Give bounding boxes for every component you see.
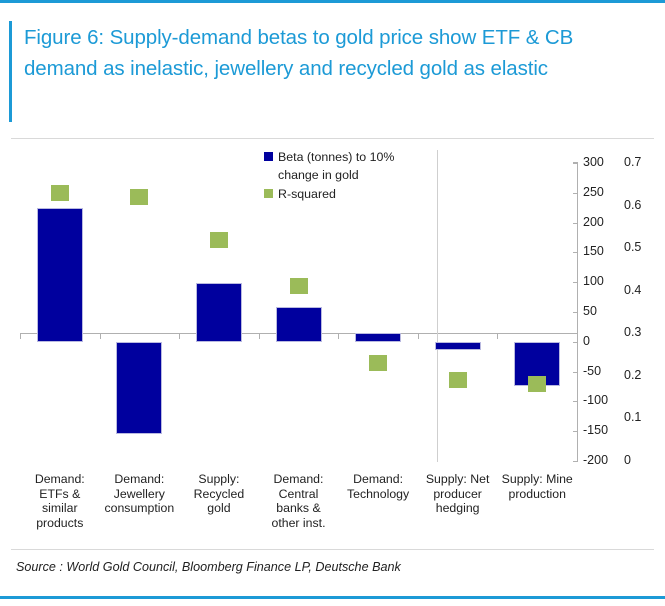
chart-area	[11, 138, 654, 542]
value-tick-label-6: 0	[583, 333, 590, 348]
value-tick-label-0: 300	[583, 155, 604, 169]
rsquared-tick-label-0: 0.7	[624, 155, 642, 169]
category-tick-6	[497, 333, 498, 339]
category-tick-0	[20, 333, 21, 339]
value-tick-0	[573, 163, 578, 164]
legend-swatch-beta-icon	[264, 152, 273, 161]
value-tick-label-7: -50	[583, 363, 602, 378]
legend-label-rsquared: R-squared	[278, 187, 336, 201]
value-tick-label-1: 250	[583, 184, 604, 199]
category-tick-2	[179, 333, 180, 339]
category-label-1: Demand: Jewellery consumption	[94, 472, 186, 516]
bottom-accent-rule	[0, 596, 665, 599]
category-tick-4	[338, 333, 339, 339]
value-tick-3	[573, 252, 578, 253]
category-label-6: Supply: Mine production	[491, 472, 583, 501]
category-label-4: Demand: Technology	[332, 472, 424, 501]
category-label-1-line-2: consumption	[104, 501, 175, 515]
category-label-2-line-1: Recycled	[193, 486, 245, 501]
legend-swatch-rsquared-icon	[264, 189, 273, 198]
value-tick-9	[573, 431, 578, 432]
bar-5	[434, 341, 481, 350]
category-label-5-line-2: hedging	[435, 501, 480, 515]
category-label-3-line-2: banks &	[276, 501, 321, 515]
value-tick-label-9: -150	[583, 423, 609, 438]
value-tick-2	[573, 223, 578, 224]
rsquared-tick-label-4: 0.3	[624, 325, 642, 340]
page-title: Figure 6: Supply-demand betas to gold pr…	[24, 26, 574, 80]
category-label-6-line-0: Supply: Mine	[501, 472, 573, 486]
category-label-2-line-0: Supply:	[198, 472, 240, 486]
category-label-1-line-1: Jewellery	[113, 486, 165, 501]
category-label-0-line-0: Demand:	[34, 472, 85, 486]
category-label-4-line-1: Technology	[346, 486, 410, 501]
category-label-1-line-0: Demand:	[114, 472, 165, 486]
source-divider	[11, 549, 654, 550]
value-tick-4	[573, 282, 578, 283]
category-label-3: Demand: Central banks & other inst.	[253, 472, 345, 530]
value-tick-1	[573, 193, 578, 194]
rsquared-tick-label-6: 0.1	[624, 410, 642, 425]
category-label-3-line-1: Central	[278, 486, 319, 501]
rsquared-marker-6	[528, 376, 547, 393]
category-label-5: Supply: Net producer hedging	[412, 472, 504, 516]
bar-3	[275, 307, 322, 342]
category-label-0-line-1: ETFs &	[39, 486, 81, 501]
rsquared-tick-label-7: 0	[624, 453, 631, 467]
value-tick-7	[573, 372, 578, 373]
rsquared-tick-label-5: 0.2	[624, 367, 642, 382]
bar-0	[36, 207, 83, 342]
value-tick-label-4: 100	[583, 274, 604, 289]
category-label-0: Demand: ETFs & similar products	[14, 472, 106, 530]
group-divider	[437, 150, 438, 462]
category-tick-1	[100, 333, 101, 339]
bar-1	[116, 341, 163, 435]
rsquared-marker-3	[289, 278, 308, 295]
top-accent-rule	[0, 0, 665, 3]
category-label-4-line-0: Demand:	[353, 472, 404, 486]
value-tick-5	[573, 312, 578, 313]
source-note: Source : World Gold Council, Bloomberg F…	[16, 560, 401, 574]
category-label-5-line-1: producer	[433, 486, 482, 501]
rsquared-marker-2	[209, 231, 228, 248]
legend-item-rsquared: R-squared	[264, 185, 434, 203]
value-tick-label-3: 150	[583, 244, 604, 259]
category-label-2-line-2: gold	[207, 501, 231, 515]
category-label-0-line-3: products	[36, 515, 84, 530]
bar-4	[355, 333, 402, 342]
value-tick-label-2: 200	[583, 214, 604, 229]
value-tick-10	[573, 461, 578, 462]
category-label-5-line-0: Supply: Net	[425, 472, 490, 486]
category-label-3-line-0: Demand:	[273, 472, 324, 486]
category-label-0-line-2: similar	[42, 501, 78, 515]
rsquared-tick-label-3: 0.4	[624, 282, 642, 297]
title-accent-bar	[9, 21, 12, 122]
category-tick-5	[418, 333, 419, 339]
rsquared-marker-5	[448, 372, 467, 389]
category-label-2: Supply: Recycled gold	[173, 472, 265, 516]
category-label-3-line-3: other inst.	[271, 515, 326, 530]
bar-2	[195, 283, 242, 342]
rsquared-tick-label-2: 0.5	[624, 240, 642, 255]
rsquared-marker-1	[130, 189, 149, 206]
rsquared-marker-0	[50, 184, 69, 201]
value-tick-label-5: 50	[583, 304, 597, 318]
value-tick-6	[573, 342, 578, 343]
value-tick-8	[573, 401, 578, 402]
legend-item-beta: Beta (tonnes) to 10% change in gold	[264, 148, 434, 184]
category-tick-3	[259, 333, 260, 339]
category-tick-end	[577, 333, 578, 339]
value-tick-label-8: -100	[583, 393, 609, 408]
value-axis-cap-top	[573, 162, 578, 163]
chart-legend: Beta (tonnes) to 10% change in gold R-sq…	[264, 148, 434, 204]
legend-label-beta: Beta (tonnes) to 10% change in gold	[278, 150, 395, 182]
rsquared-marker-4	[369, 355, 388, 372]
category-label-6-line-1: production	[508, 486, 566, 501]
rsquared-tick-label-1: 0.6	[624, 197, 642, 212]
value-tick-label-10: -200	[583, 453, 609, 467]
